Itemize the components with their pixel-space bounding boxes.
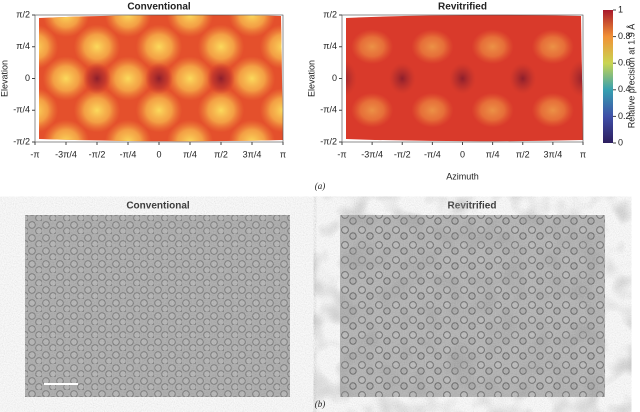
x-tick-label: 0: [156, 149, 161, 159]
hot-spot: [471, 92, 514, 128]
colorbar-tick-label: 0: [618, 137, 623, 147]
panel-label: (a): [315, 181, 326, 191]
hot-spot: [166, 119, 214, 142]
hot-spot: [411, 29, 454, 65]
y-tick-label: 0: [332, 73, 337, 83]
hot-spot: [73, 88, 121, 133]
plot-title: Conventional: [127, 2, 191, 13]
x-tick-label: -π/4: [424, 149, 441, 159]
y-tick-label: -π/2: [320, 136, 337, 146]
y-tick-label: π/2: [323, 9, 337, 19]
image-title: Conventional: [126, 201, 190, 212]
hot-spot: [197, 24, 245, 69]
hot-spot: [39, 88, 59, 133]
colorbar-tick-label: 0.8: [618, 31, 631, 41]
x-tick-label: π/2: [516, 149, 530, 159]
y-axis-label: Elevation: [0, 60, 9, 97]
y-tick-label: π/4: [323, 41, 337, 51]
hot-spot: [197, 88, 245, 133]
hot-spot: [531, 29, 574, 65]
cold-spot: [145, 62, 173, 95]
x-tick-label: -3π/4: [361, 149, 383, 159]
hot-spot: [39, 24, 59, 69]
cold-spot: [448, 62, 477, 95]
x-tick-label: π/4: [486, 149, 500, 159]
heatmap: [39, 14, 283, 142]
hot-spot: [259, 88, 283, 133]
colorbar-tick-label: 0.6: [618, 58, 631, 68]
hot-spot: [411, 92, 454, 128]
hot-spot: [531, 92, 574, 128]
colorbar: [603, 10, 613, 143]
hot-spot: [351, 29, 394, 65]
hot-spot: [104, 119, 152, 142]
hot-spot: [351, 92, 394, 128]
hot-spot: [104, 56, 152, 101]
image-title: Revitrified: [448, 201, 497, 212]
panel-a: Conventional -π -3π/4 -π/2 -π/4 0 π/4 π/2 3π/4 π π…: [0, 2, 586, 182]
y-tick-label: π/4: [16, 41, 30, 51]
x-tick-label: -π/2: [394, 149, 411, 159]
y-axis-label: Elevation: [306, 60, 316, 97]
x-tick-label: -π/4: [120, 149, 137, 159]
y-tick-label: π/2: [16, 9, 30, 19]
x-tick-label: π/2: [214, 149, 228, 159]
micrograph: [340, 215, 605, 397]
colorbar-tick-label: 0.4: [618, 84, 631, 94]
y-tick-label: 0: [25, 73, 30, 83]
heatmap: [346, 14, 583, 142]
cold-spot: [509, 62, 537, 95]
plot-title: Revitrified: [438, 2, 487, 13]
colorbar-label: Relative precision at 1.9 Å: [626, 24, 636, 129]
hot-spot: [228, 56, 276, 101]
x-tick-label: -π: [337, 149, 346, 159]
hot-spot: [228, 119, 276, 142]
panel-label: (b): [315, 399, 326, 409]
cold-spot: [567, 59, 583, 98]
cold-spot: [388, 62, 416, 95]
hot-spot: [471, 29, 514, 65]
y-tick-label: -π/4: [13, 105, 30, 115]
cold-spot: [346, 59, 358, 98]
hot-spot: [42, 119, 90, 142]
colorbar-tick-label: 0.2: [618, 111, 631, 121]
hot-spot: [259, 24, 283, 69]
heatmap-body: [39, 14, 283, 142]
hot-spot: [73, 24, 121, 69]
x-tick-label: -π: [30, 149, 39, 159]
hot-spot: [42, 56, 90, 101]
cold-spot: [83, 62, 111, 95]
x-tick-label: π: [280, 149, 286, 159]
x-tick-label: -π/2: [89, 149, 106, 159]
x-tick-label: 0: [460, 149, 465, 159]
heatmap-body: [346, 14, 583, 142]
hot-spot: [135, 24, 183, 69]
x-tick-label: 3π/4: [243, 149, 262, 159]
cold-spot: [207, 62, 235, 95]
hot-spot: [135, 88, 183, 133]
colorbar-tick-label: 1: [618, 4, 623, 14]
y-tick-label: -π/2: [13, 136, 30, 146]
micrograph: [25, 215, 290, 397]
x-axis-label: Azimuth: [446, 171, 479, 181]
x-tick-label: 3π/4: [544, 149, 563, 159]
hot-spot: [166, 56, 214, 101]
y-tick-label: -π/4: [320, 105, 337, 115]
x-tick-label: π: [580, 149, 586, 159]
x-tick-label: π/4: [183, 149, 197, 159]
x-tick-label: -3π/4: [55, 149, 77, 159]
